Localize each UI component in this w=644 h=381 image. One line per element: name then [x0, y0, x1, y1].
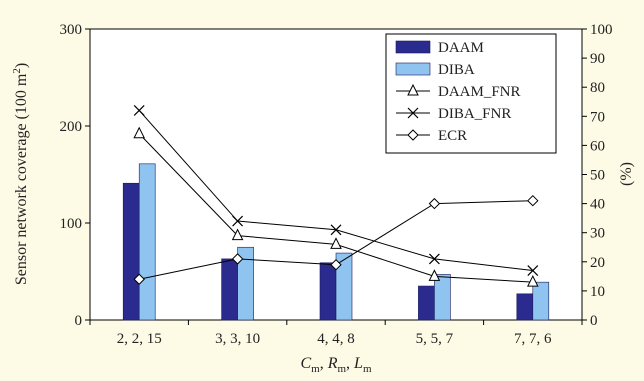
point-daam-fnr: [133, 126, 146, 139]
bar-diba: [434, 274, 451, 321]
x-axis-title: Cm, Rm, Lm: [300, 355, 371, 375]
legend-label-diba: DIBA: [438, 62, 475, 78]
bar-daam: [122, 182, 140, 321]
y-right-tick-label: 10: [590, 284, 605, 300]
x-tick-label: 5, 5, 7: [416, 331, 454, 347]
x-tick-label: 3, 3, 10: [215, 331, 260, 347]
x-tick-label: 2, 2, 15: [117, 331, 162, 347]
y-right-tick-label: 100: [590, 22, 613, 38]
bar-daam: [319, 262, 337, 321]
y-right-tick-label: 20: [590, 255, 605, 271]
point-daam-fnr: [231, 228, 244, 241]
legend-marker-daam-fnr: [407, 83, 419, 96]
y-left-tick-label: 100: [60, 216, 83, 232]
right-axis: 0 10 20 30 40 50 60 70 80 90 100: [582, 22, 613, 329]
point-diba-fnr: [428, 253, 440, 265]
legend-label-ecr: ECR: [438, 128, 467, 144]
point-diba-fnr: [133, 105, 145, 116]
legend-swatch-daam: [395, 40, 431, 54]
legend: DAAM DIBA DAAM_FNR DIBA_FNR ECR: [385, 33, 557, 154]
legend-marker-diba-fnr: [407, 107, 419, 119]
y-right-tick-label: 40: [590, 197, 605, 213]
y-right-tick-label: 90: [590, 51, 605, 67]
point-daam-fnr: [526, 275, 539, 287]
y-left-tick-label: 0: [75, 313, 83, 329]
point-ecr: [527, 194, 539, 207]
bar-diba: [138, 163, 156, 321]
bar-daam: [418, 285, 435, 321]
y-right-tick-label: 50: [590, 168, 605, 184]
legend-label-diba-fnr: DIBA_FNR: [438, 106, 511, 122]
point-daam-fnr: [428, 269, 441, 281]
bar-group: [122, 163, 550, 321]
point-diba-fnr: [232, 215, 244, 227]
y-right-tick-label: 80: [590, 80, 605, 96]
legend-marker-ecr: [407, 129, 419, 141]
point-diba-fnr: [330, 224, 342, 236]
point-ecr: [428, 197, 441, 210]
y-left-tick-label: 300: [60, 22, 83, 38]
legend-swatch-diba: [395, 62, 431, 76]
point-daam-fnr: [330, 237, 342, 249]
point-diba-fnr: [527, 265, 539, 276]
y-right-tick-label: 70: [590, 109, 605, 125]
point-ecr: [330, 259, 342, 271]
legend-label-daam: DAAM: [438, 40, 484, 56]
bar-diba: [532, 281, 550, 321]
y-right-tick-label: 0: [590, 313, 598, 329]
y-left-tick-label: 200: [60, 119, 83, 135]
x-tick-label: 4, 4, 8: [317, 331, 355, 347]
y-axis-right-title: (%): [618, 162, 635, 186]
y-right-tick-label: 60: [590, 138, 605, 154]
line-group: [133, 105, 539, 287]
y-axis-left-title: Sensor network coverage (100 m2): [11, 63, 30, 285]
x-axis: 2, 2, 15 3, 3, 10 4, 4, 8 5, 5, 7 7, 7, 6: [89, 320, 583, 347]
point-ecr: [133, 273, 145, 285]
bar-diba: [237, 246, 254, 321]
legend-label-daam-fnr: DAAM_FNR: [438, 84, 521, 100]
bar-diba: [335, 252, 353, 321]
y-right-tick-label: 30: [590, 226, 605, 242]
point-ecr: [231, 253, 244, 265]
x-tick-label: 7, 7, 6: [514, 331, 552, 347]
bar-daam: [221, 258, 238, 321]
bar-daam: [516, 293, 534, 321]
left-axis: 0 100 200 300: [60, 22, 90, 329]
